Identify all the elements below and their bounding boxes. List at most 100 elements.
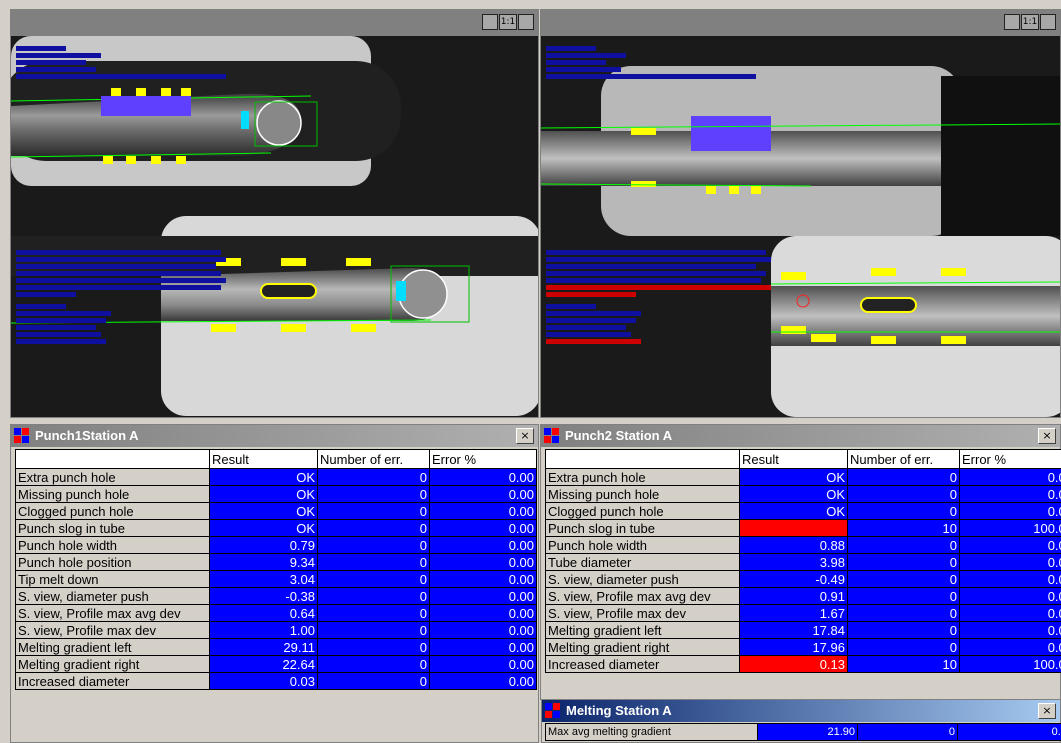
close-icon[interactable]: × [516,428,534,444]
row-name: Extra punch hole [545,468,740,486]
station-icon [14,428,30,444]
row-percent: 100.00 [959,655,1061,673]
one-to-one-icon[interactable]: 1:1 [499,14,517,30]
row-errors: 10 [847,519,960,537]
zoom-window-icon[interactable] [1040,14,1056,30]
row-result: 0.64 [209,604,318,622]
row-percent: 100.00 [959,519,1061,537]
row-errors: 0 [317,485,430,503]
row-errors: 0 [847,536,960,554]
row-errors: 0 [847,604,960,622]
punch1-title-bar[interactable]: Punch1Station A × [11,425,538,447]
column-header-errors: Number of err. [847,449,960,469]
row-errors: 0 [847,587,960,605]
camera-image-1 [11,36,538,417]
table-row: S. view, Profile max dev 1.00 0 0.00 [15,621,537,639]
column-header-errors: Number of err. [317,449,430,469]
row-percent: 0.00 [429,536,537,554]
row-result: 3.04 [209,570,318,588]
row-errors: 0 [317,502,430,520]
row-name: Extra punch hole [15,468,210,486]
row-result: 3.98 [739,553,848,571]
row-errors: 0 [317,587,430,605]
row-percent: 0.00 [429,638,537,656]
row-name: Melting gradient right [15,655,210,673]
row-percent: 0.00 [429,519,537,537]
row-percent: 0.00 [429,621,537,639]
row-result: 1.00 [209,621,318,639]
row-errors: 0 [847,553,960,571]
row-result: -0.49 [739,570,848,588]
row-result: OK [209,502,318,520]
camera-image-2 [541,36,1060,417]
table-row: Punch slog in tube OK 0 0.00 [15,519,537,537]
row-name: Missing punch hole [15,485,210,503]
row-percent: 0.00 [429,485,537,503]
camera-viewport-2[interactable]: 1:1 [540,9,1061,418]
fit-window-icon[interactable] [482,14,498,30]
row-errors: 0 [317,638,430,656]
row-percent: 0.00 [959,621,1061,639]
row-percent: 0.00 [429,570,537,588]
row-errors: 0 [317,519,430,537]
row-percent: 0.00 [959,570,1061,588]
row-percent: 0.00 [429,553,537,571]
row-percent: 0.00 [957,723,1061,741]
row-result [739,519,848,537]
zoom-window-icon[interactable] [518,14,534,30]
station-icon [545,703,561,719]
row-result: 22.64 [209,655,318,673]
table-row: Increased diameter 0.03 0 0.00 [15,672,537,690]
row-name: Punch slog in tube [15,519,210,537]
close-icon[interactable]: × [1038,428,1056,444]
row-result: 1.67 [739,604,848,622]
row-errors: 0 [847,570,960,588]
row-percent: 0.00 [429,672,537,690]
row-result: OK [739,468,848,486]
row-errors: 0 [317,536,430,554]
table-row: Melting gradient left 29.11 0 0.00 [15,638,537,656]
camera-viewport-1[interactable]: 1:1 [10,9,539,418]
punch2-title-bar[interactable]: Punch2 Station A × [541,425,1060,447]
melting-title: Melting Station A [566,703,672,718]
row-errors: 0 [317,468,430,486]
column-header-name [15,449,210,469]
row-percent: 0.00 [429,655,537,673]
row-name: Increased diameter [15,672,210,690]
row-name: Punch hole position [15,553,210,571]
table-row: S. view, diameter push -0.38 0 0.00 [15,587,537,605]
row-result: 17.96 [739,638,848,656]
row-result: 0.13 [739,655,848,673]
row-name: Melting gradient left [15,638,210,656]
row-result: 9.34 [209,553,318,571]
row-result: 0.88 [739,536,848,554]
close-icon[interactable]: × [1038,703,1056,719]
melting-title-bar[interactable]: Melting Station A × [542,700,1060,722]
row-result: 0.91 [739,587,848,605]
fit-window-icon[interactable] [1004,14,1020,30]
punch1-results-table: Result Number of err. Error % Extra punc… [15,449,537,690]
row-percent: 0.00 [429,468,537,486]
row-name: S. view, diameter push [545,570,740,588]
row-errors: 0 [847,502,960,520]
row-errors: 0 [317,672,430,690]
row-errors: 0 [317,621,430,639]
table-row: Tip melt down 3.04 0 0.00 [15,570,537,588]
row-name: Tube diameter [545,553,740,571]
row-percent: 0.00 [959,536,1061,554]
row-name: Punch hole width [545,536,740,554]
row-percent: 0.00 [959,502,1061,520]
one-to-one-icon[interactable]: 1:1 [1021,14,1039,30]
row-name: Melting gradient left [545,621,740,639]
viewport-toolbar: 1:1 [541,10,1060,37]
row-name: Punch slog in tube [545,519,740,537]
